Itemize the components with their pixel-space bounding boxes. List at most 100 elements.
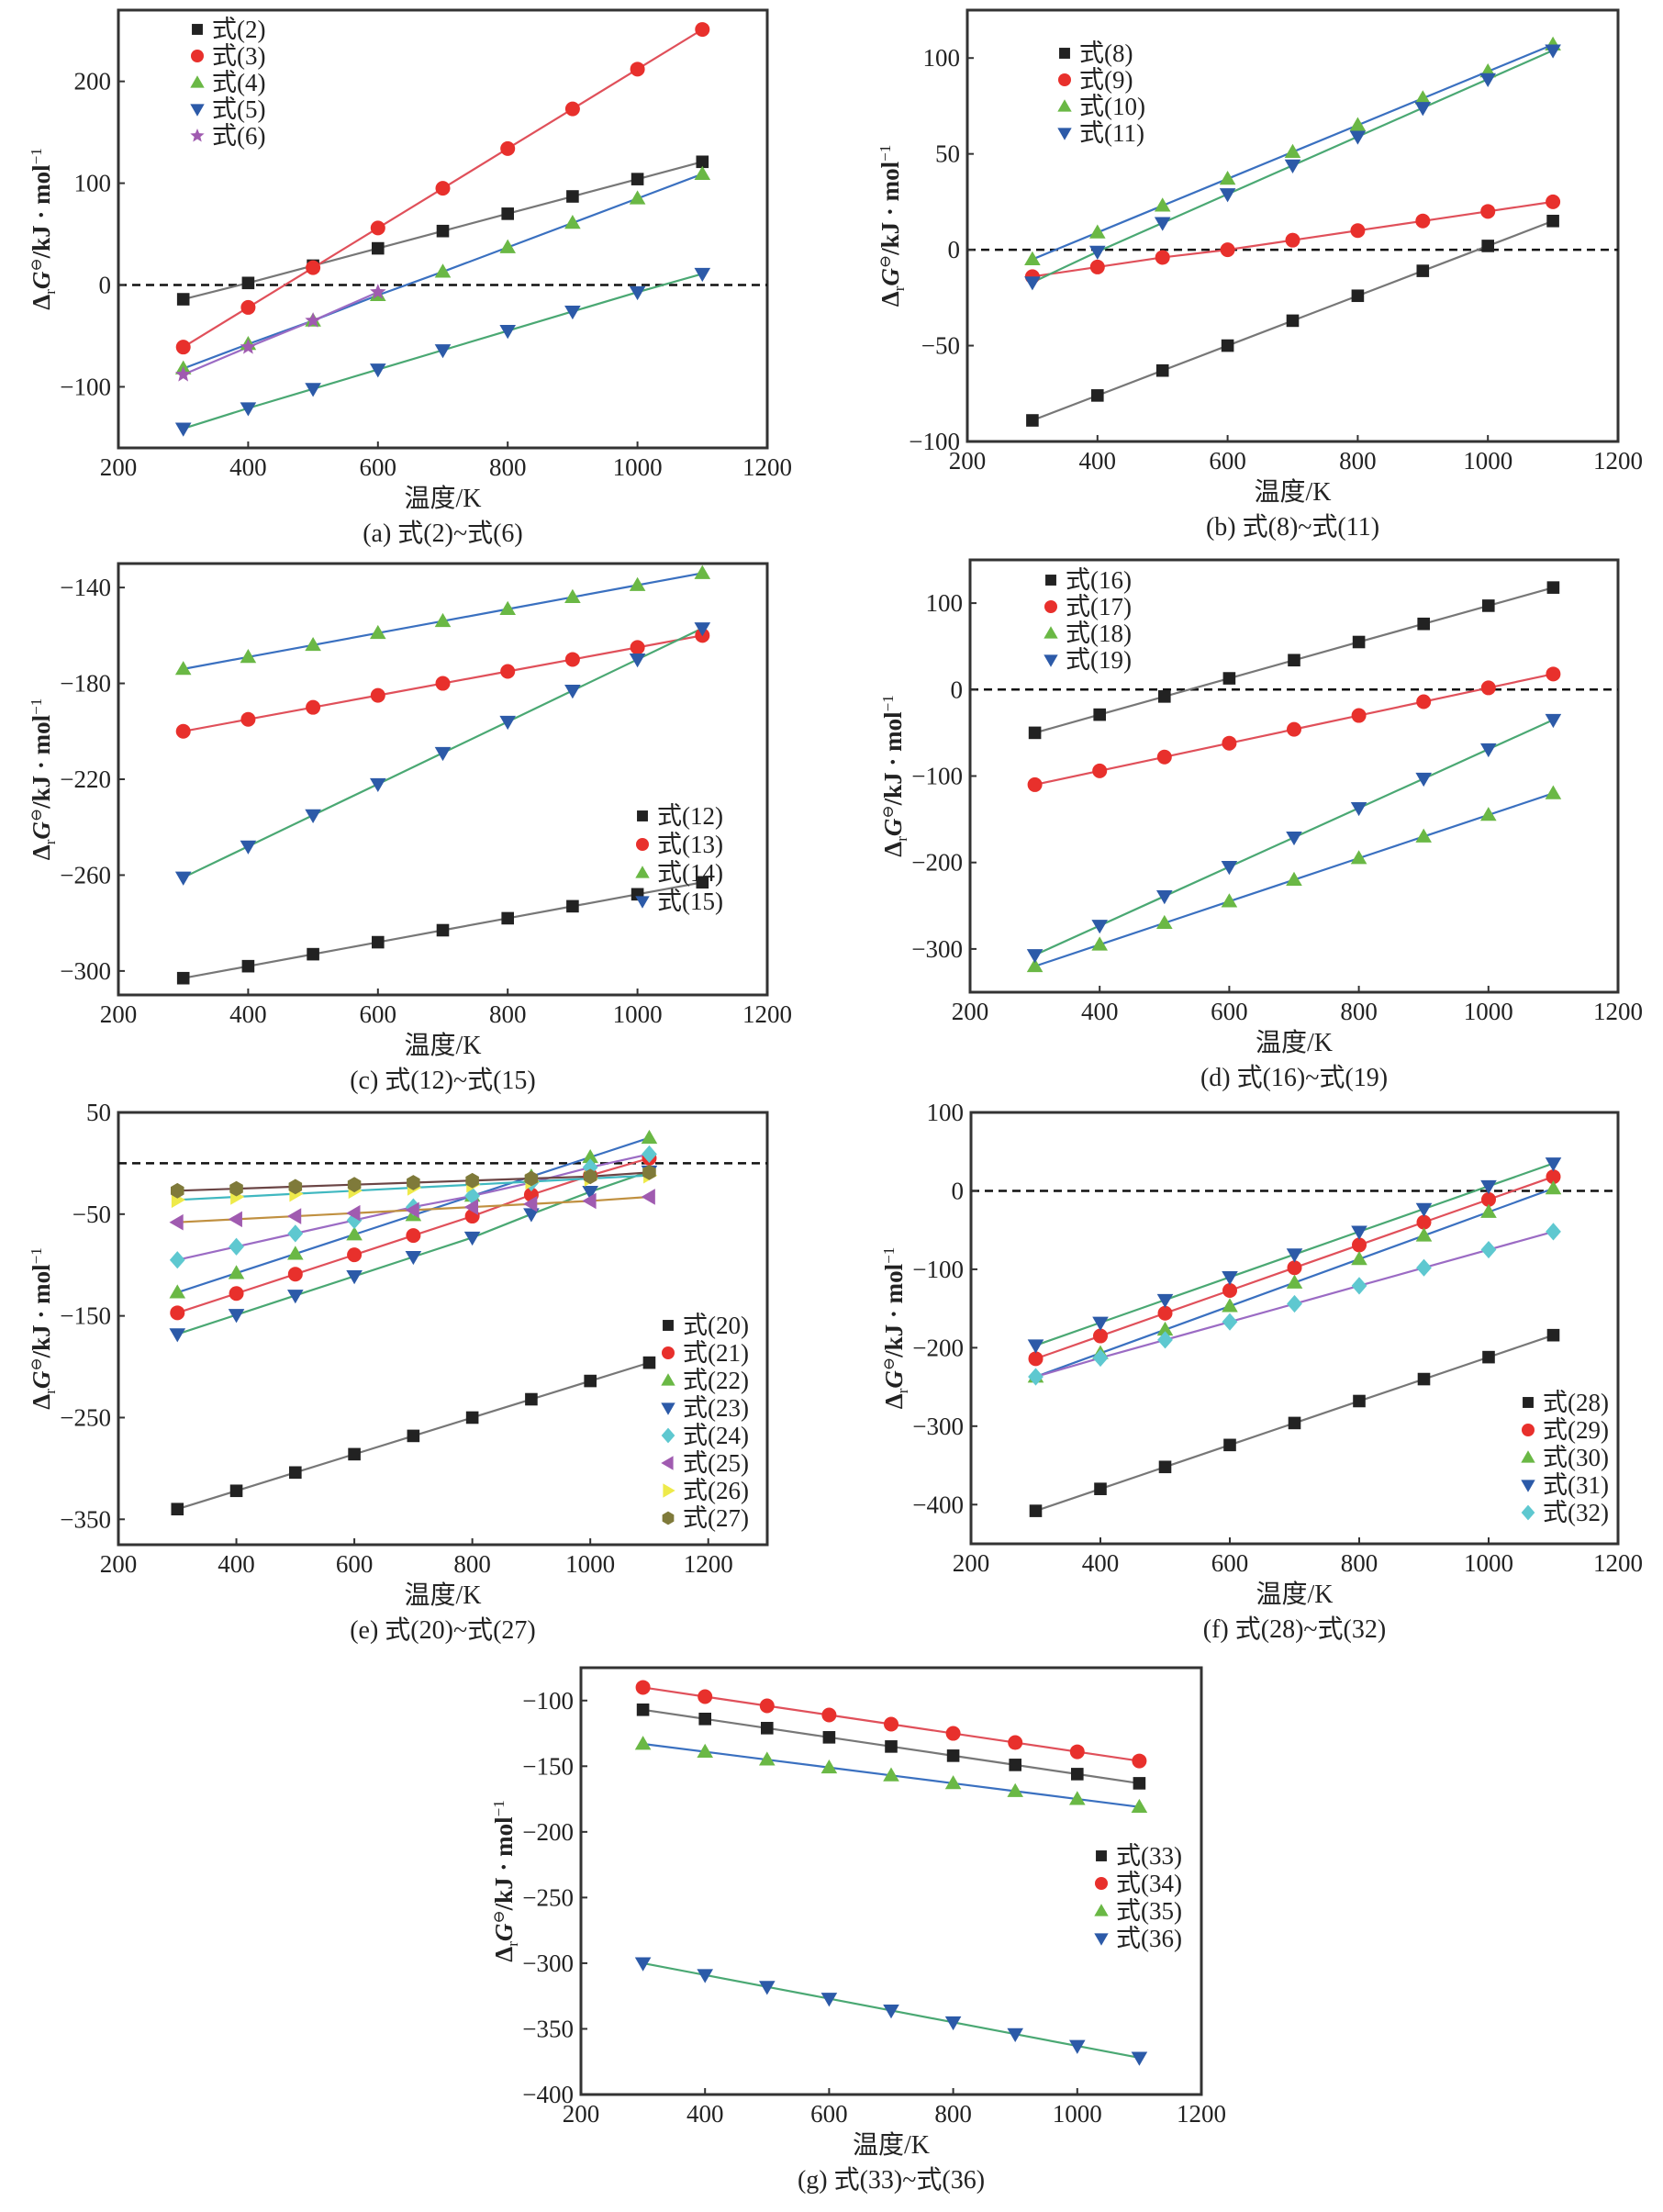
legend-label: 式(29) [1543, 1416, 1609, 1444]
data-point [634, 1957, 652, 1972]
legend-marker-icon [637, 810, 648, 821]
y-tick-label: −180 [60, 670, 111, 698]
legend-item: 式(31) [1521, 1471, 1609, 1499]
x-axis-title: 温度/K [404, 484, 481, 513]
x-tick-label: 600 [360, 453, 397, 481]
data-point [1351, 1251, 1367, 1266]
x-tick-label: 800 [453, 1550, 491, 1578]
legend-marker-icon [1094, 1933, 1109, 1946]
data-point [631, 173, 644, 185]
data-point [1069, 1791, 1086, 1805]
data-point [501, 207, 514, 220]
data-point [1092, 1316, 1109, 1331]
data-point [1089, 259, 1105, 274]
legend-item: 式(35) [1094, 1897, 1182, 1925]
data-point [1479, 73, 1496, 87]
x-tick-label: 200 [953, 1549, 990, 1577]
y-tick-label: −100 [60, 373, 111, 400]
series-markers-式(18) [1026, 785, 1562, 973]
data-point [1545, 1180, 1562, 1195]
legend-marker-icon [1045, 575, 1056, 586]
y-axis-title: ΔrG⊖/kJ · mol−1 [876, 145, 908, 307]
data-point [1156, 890, 1173, 905]
data-point [629, 190, 646, 205]
data-point [175, 340, 191, 355]
series-markers-式(15) [174, 622, 711, 886]
data-point [1482, 599, 1495, 612]
legend-item: 式(19) [1044, 646, 1132, 674]
legend-marker-icon [1521, 1504, 1535, 1521]
data-point [885, 1740, 898, 1753]
data-point [1223, 1438, 1236, 1452]
data-point [884, 1716, 898, 1732]
legend-item: 式(14) [635, 859, 723, 887]
data-point [582, 1158, 598, 1177]
data-point [1545, 1157, 1562, 1172]
x-tick-label: 400 [686, 2100, 724, 2128]
data-point [1026, 949, 1044, 964]
data-point [1480, 743, 1497, 758]
data-point [1546, 1328, 1560, 1342]
legend: 式(2)式(3)式(4)式(5)式(6) [190, 16, 265, 150]
legend-item: 式(25) [661, 1449, 749, 1477]
legend-label: 式(2) [212, 16, 265, 43]
data-point [629, 285, 646, 301]
legend-item: 式(15) [635, 888, 723, 915]
y-axis-title: ΔrG⊖/kJ · mol−1 [28, 1247, 59, 1409]
data-point [1008, 1735, 1023, 1750]
legend-marker-icon [661, 1373, 675, 1386]
data-point [1024, 276, 1041, 291]
data-point [1286, 871, 1302, 886]
x-tick-label: 1000 [613, 453, 663, 481]
series-markers-式(11) [1024, 44, 1561, 291]
data-point [1284, 143, 1301, 158]
data-point [564, 588, 581, 603]
legend-item: 式(12) [637, 802, 723, 830]
y-tick-label: −150 [522, 1752, 574, 1780]
data-point [434, 344, 452, 359]
legend-marker-icon [663, 1483, 675, 1498]
data-point [1480, 1203, 1497, 1218]
x-tick-label: 600 [1211, 1549, 1249, 1577]
legend-label: 式(26) [683, 1477, 749, 1504]
data-point [176, 971, 190, 985]
y-tick-label: −400 [522, 2081, 574, 2108]
legend-label: 式(32) [1543, 1499, 1609, 1526]
series-markers-式(16) [1028, 581, 1560, 740]
data-point [1351, 1277, 1367, 1295]
data-point [1089, 245, 1106, 260]
data-point [1219, 188, 1236, 203]
data-point [1222, 672, 1236, 685]
data-point [1546, 1223, 1561, 1241]
data-point [306, 699, 321, 715]
y-tick-label: −100 [912, 1256, 964, 1283]
data-point [1284, 159, 1301, 173]
legend-label: 式(5) [212, 95, 265, 123]
x-tick-label: 1000 [1464, 1549, 1513, 1577]
x-axis-title: 温度/K [1254, 477, 1331, 507]
legend-label: 式(12) [657, 802, 723, 830]
data-point [228, 1265, 245, 1279]
data-point [1092, 1348, 1109, 1368]
legend-item: 式(26) [663, 1477, 749, 1504]
y-tick-label: −200 [911, 849, 963, 877]
data-point [1091, 389, 1104, 402]
data-point [1026, 414, 1039, 427]
data-point [524, 1170, 539, 1187]
data-point [759, 1698, 775, 1714]
data-point [820, 1993, 838, 2007]
data-point [1545, 44, 1561, 59]
data-point [1156, 1321, 1174, 1336]
data-point [696, 155, 709, 169]
legend-label: 式(16) [1066, 566, 1132, 594]
chart-panel-g: 200 400 600 800 1000 1200 −400 −350 −300 −250 −200… [490, 1666, 1226, 2195]
x-tick-label: 200 [100, 1550, 138, 1578]
legend-label: 式(30) [1543, 1444, 1609, 1471]
data-point [1286, 314, 1300, 328]
y-tick-label: −150 [60, 1302, 111, 1330]
legend-marker-icon [661, 1456, 674, 1470]
data-point [523, 1195, 538, 1212]
data-point [1028, 726, 1042, 740]
legend-label: 式(18) [1066, 620, 1132, 647]
data-point [1027, 776, 1043, 792]
